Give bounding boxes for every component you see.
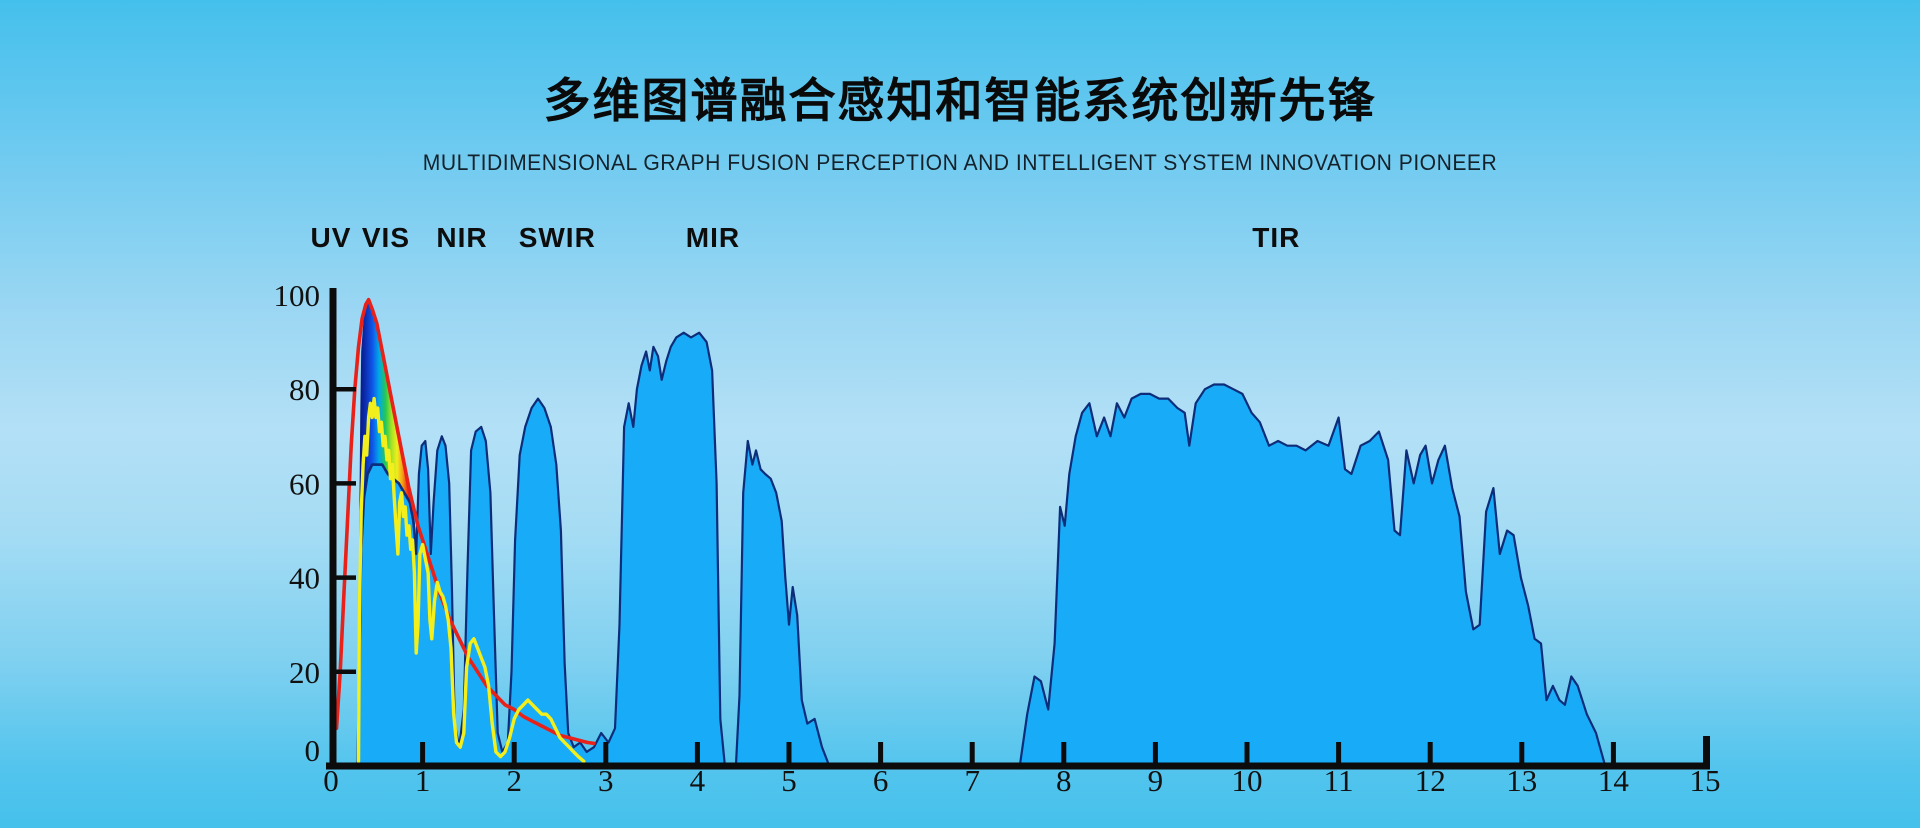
x-tick-label: 4: [690, 763, 706, 798]
y-tick-label: 60: [289, 466, 320, 501]
band-label-mir: MIR: [686, 222, 740, 253]
x-tick-label: 10: [1232, 763, 1263, 798]
band-label-vis: VIS: [362, 222, 410, 253]
x-tick-label: 14: [1598, 763, 1630, 798]
y-tick-label: 0: [305, 733, 321, 768]
x-tick-label: 9: [1148, 763, 1164, 798]
band-label-nir: NIR: [436, 222, 487, 253]
x-tick-label: 12: [1415, 763, 1446, 798]
x-tick-label: 5: [781, 763, 797, 798]
x-tick-label: 8: [1056, 763, 1072, 798]
ground-spectrum-curve: [356, 396, 586, 763]
band-label-uv: UV: [311, 222, 352, 253]
y-tick-label: 20: [289, 655, 320, 690]
x-tick-label: 6: [873, 763, 889, 798]
x-tick-label: 3: [598, 763, 614, 798]
solar-envelope-curve: [334, 297, 596, 746]
page-subtitle: MULTIDIMENSIONAL GRAPH FUSION PERCEPTION…: [422, 150, 1498, 175]
y-tick-label: 40: [289, 561, 320, 596]
x-tick-label: 1: [415, 763, 431, 798]
band-label-swir: SWIR: [519, 222, 596, 253]
x-tick-label: 7: [964, 763, 980, 798]
y-tick-label: 100: [274, 278, 321, 313]
y-tick-label: 80: [289, 372, 320, 407]
transmission-area: [356, 331, 1607, 768]
x-tick-label: 15: [1690, 763, 1721, 798]
x-tick-label: 13: [1506, 763, 1537, 798]
band-label-tir: TIR: [1252, 222, 1300, 253]
x-tick-label: 11: [1324, 763, 1354, 798]
page-title: 多维图谱融合感知和智能系统创新先锋: [543, 74, 1377, 127]
x-tick-label: 2: [506, 763, 522, 798]
x-tick-label: 0: [323, 763, 339, 798]
